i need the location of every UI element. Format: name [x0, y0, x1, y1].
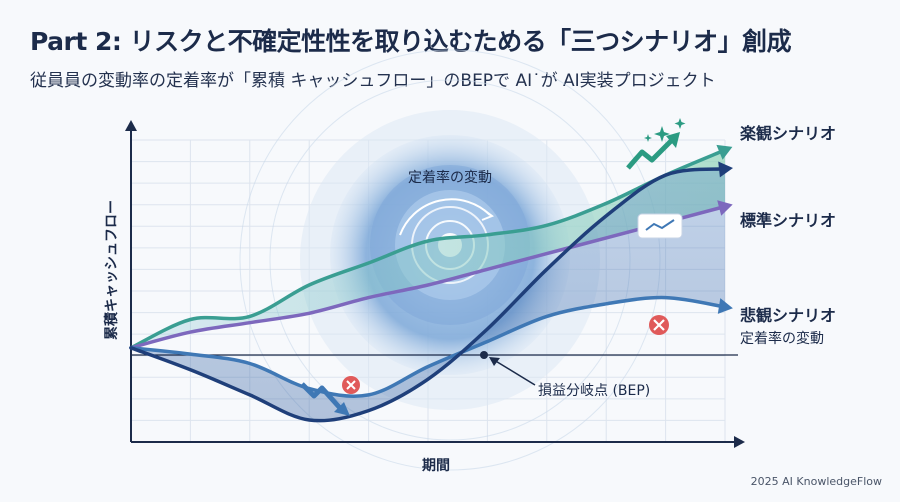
- credit-text: 2025 AI KnowledgeFlow: [750, 475, 882, 488]
- series-standard-line: [129, 204, 727, 350]
- bep-label: 損益分岐点 (BEP): [538, 383, 650, 399]
- x-axis: [131, 436, 745, 448]
- page-title: Part 2: リスクと不確定性性を取り込むためる「三つシナリオ」創成: [30, 27, 792, 56]
- series-pessimistic-line: [129, 295, 727, 398]
- series-standard-arrowhead: [717, 200, 733, 216]
- legend-pessimistic: 悲観シナリオ: [740, 306, 836, 325]
- legend-pessimistic-sub: 定着率の変動: [740, 330, 824, 347]
- lower-band-area: [131, 168, 725, 421]
- page-subtitle: 従員員の変動率の定着率が「累積 キャッシュフロー」のBEPで AI˙が AI実装…: [30, 71, 716, 91]
- legend-standard: 標準シナリオ: [740, 211, 836, 230]
- y-axis-label: 累積キャッシュフロー: [103, 200, 120, 340]
- legend-optimistic: 楽観シナリオ: [739, 124, 836, 143]
- warning-x-icon: [649, 315, 669, 335]
- series-unlabeled-line: [129, 167, 727, 423]
- y-axis: [125, 120, 137, 442]
- upper-band-area: [131, 150, 725, 348]
- series-optimistic-arrowhead: [716, 144, 733, 160]
- series-unlabeled-arrowhead: [718, 161, 733, 178]
- trend-down-icon: [300, 376, 360, 416]
- center-annotation: 定着率の変動: [408, 169, 492, 186]
- trend-up-icon: [626, 118, 686, 170]
- series-optimistic-line: [129, 148, 727, 350]
- bep-marker: [480, 351, 536, 386]
- x-axis-label: 期間: [422, 458, 450, 474]
- series-pessimistic-arrowhead: [717, 298, 733, 314]
- chart-card-icon: [637, 213, 683, 239]
